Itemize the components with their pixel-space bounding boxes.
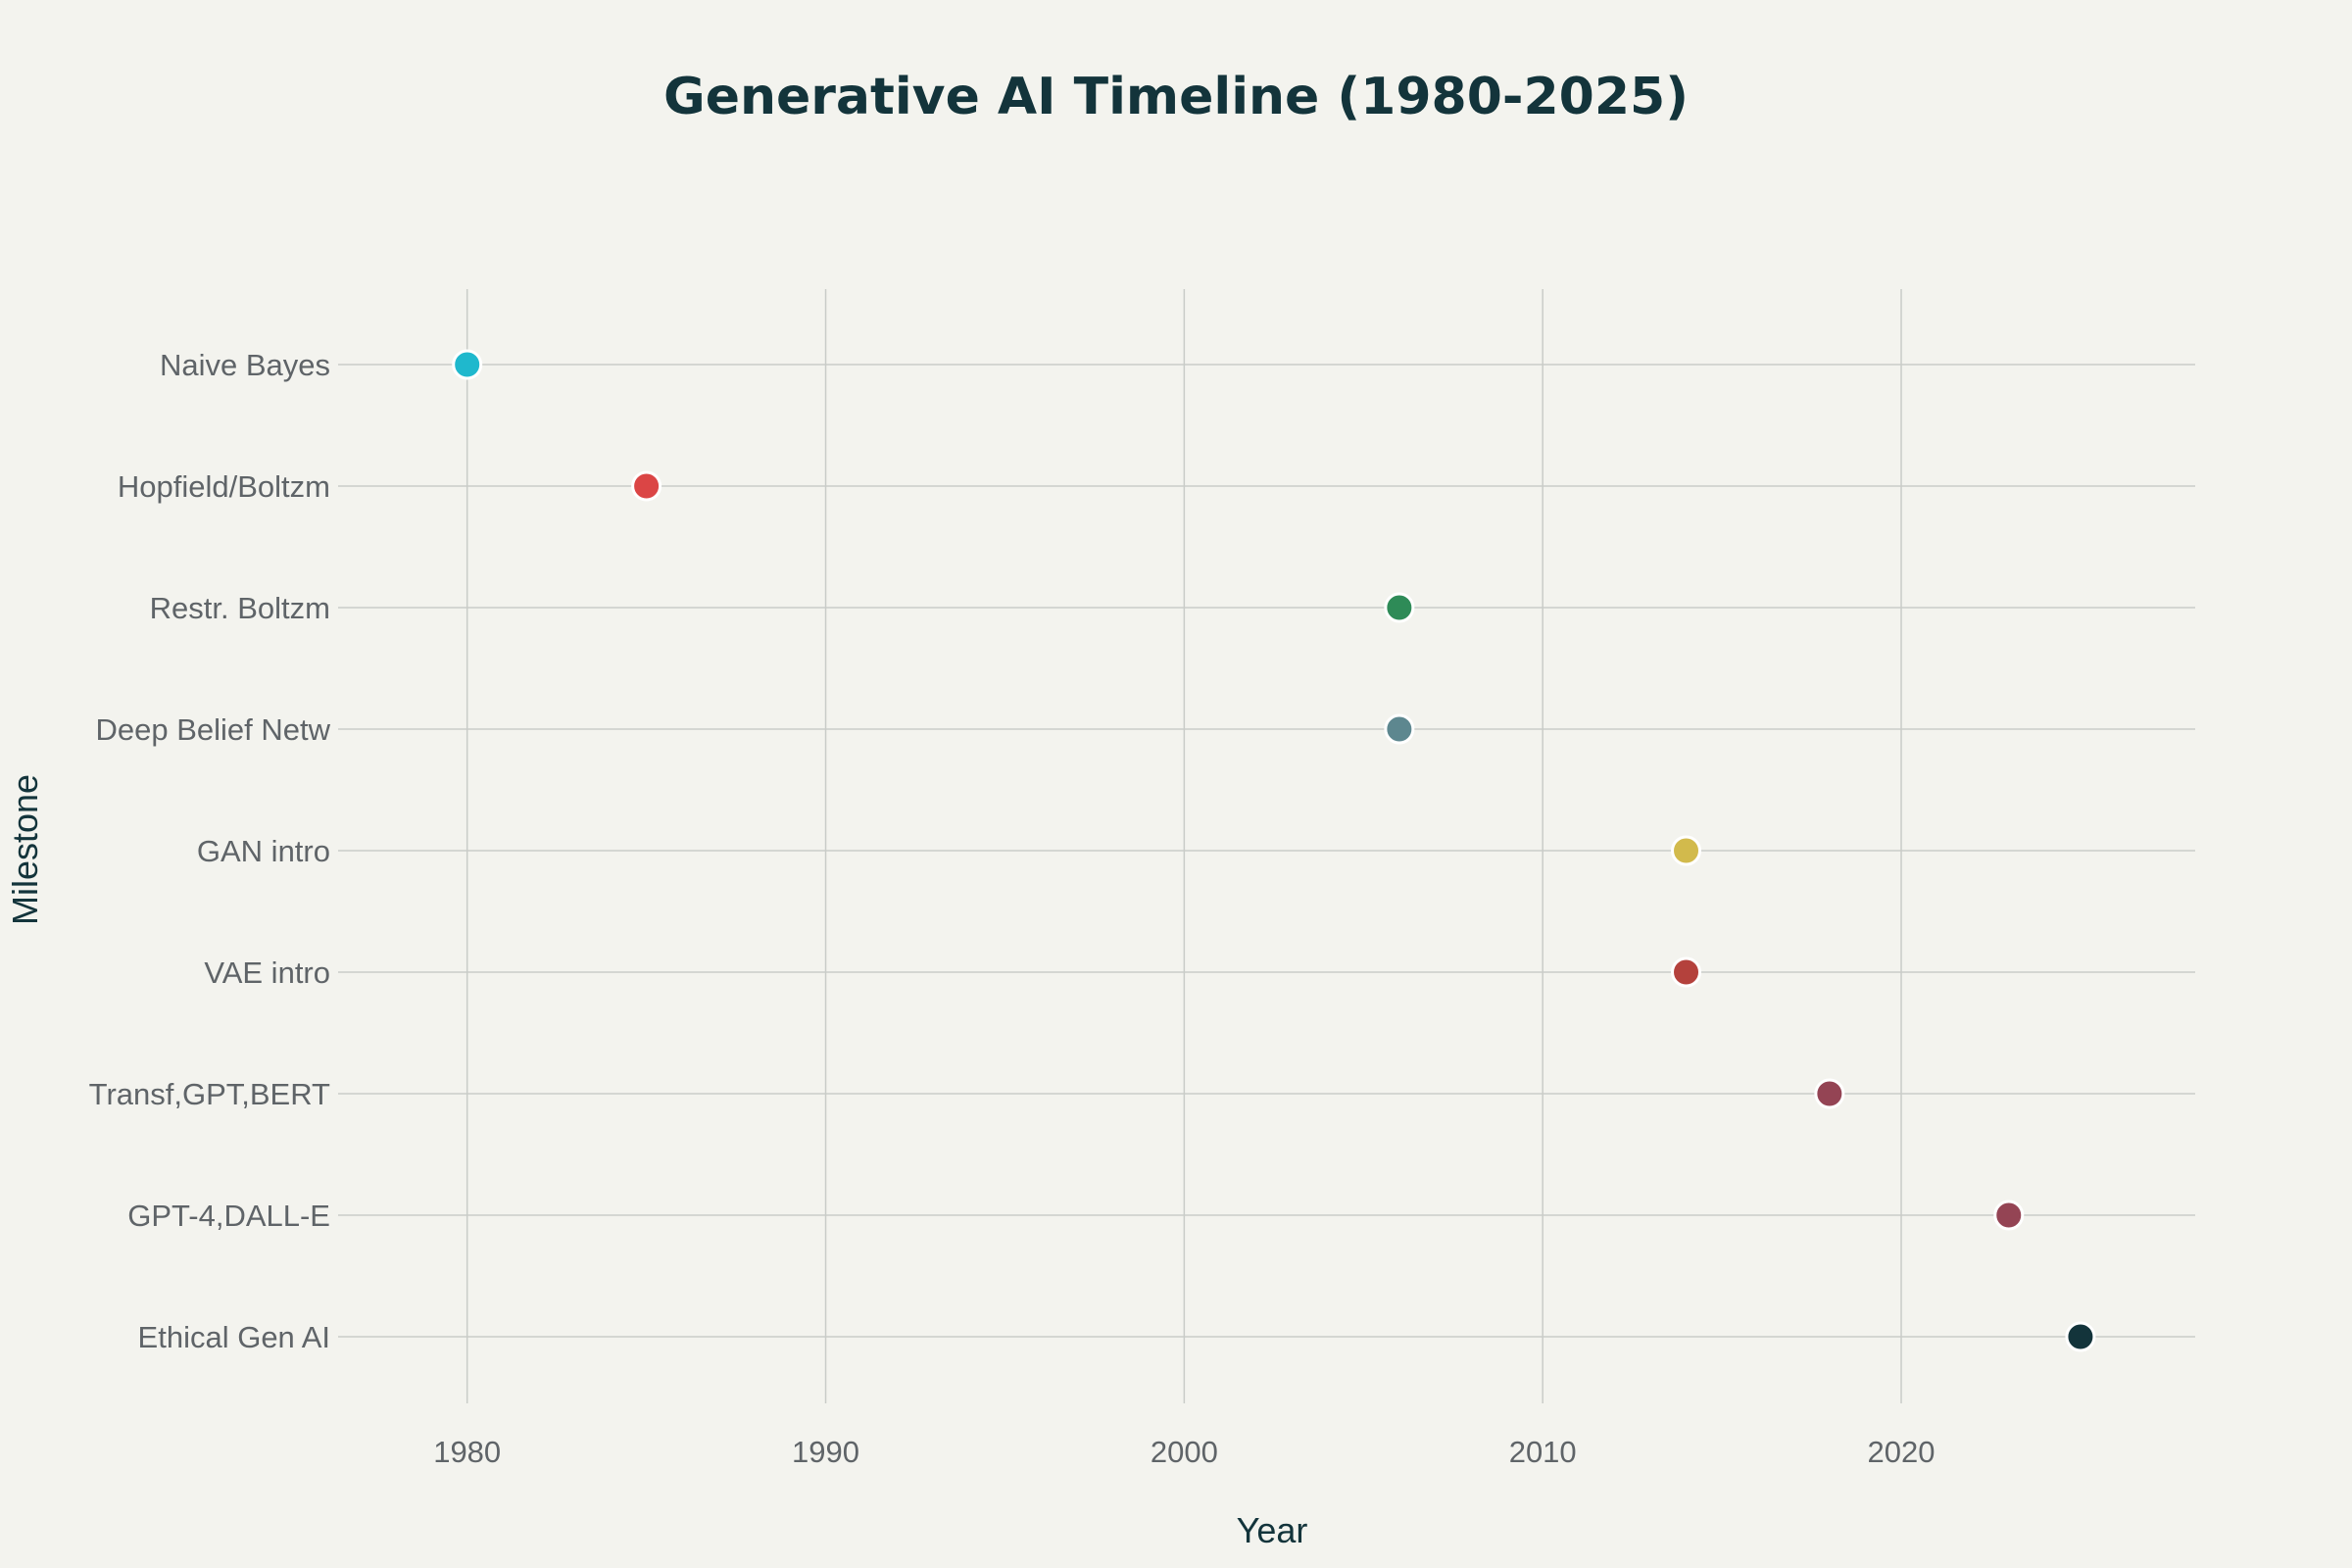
x-axis-ticks: 1980 1990 2000 2010 2020 — [433, 1435, 1935, 1469]
data-points — [452, 349, 2096, 1352]
chart-title: Generative AI Timeline (1980-2025) — [663, 68, 1689, 126]
grid — [338, 289, 2195, 1403]
y-tick-label: GAN intro — [197, 834, 330, 868]
y-tick-label: VAE intro — [204, 956, 330, 990]
x-tick-label: 1980 — [433, 1435, 501, 1469]
data-point — [452, 349, 483, 380]
data-point — [1671, 835, 1702, 866]
y-axis-ticks: Naive Bayes Hopfield/Boltzm Restr. Boltzm D… — [89, 348, 331, 1354]
y-tick-label: Naive Bayes — [160, 348, 330, 382]
y-tick-label: GPT-4,DALL-E — [127, 1199, 330, 1233]
y-tick-label: Deep Belief Netw — [95, 712, 330, 747]
data-point — [631, 470, 662, 502]
x-tick-label: 2020 — [1868, 1435, 1936, 1469]
y-tick-label: Hopfield/Boltzm — [118, 469, 330, 504]
data-point — [2065, 1321, 2096, 1352]
data-point — [1384, 713, 1415, 745]
y-tick-label: Restr. Boltzm — [150, 591, 330, 625]
x-tick-label: 2000 — [1151, 1435, 1218, 1469]
x-axis-title: Year — [1237, 1510, 1308, 1550]
x-tick-label: 1990 — [792, 1435, 859, 1469]
y-tick-label: Ethical Gen AI — [138, 1320, 330, 1354]
data-point — [1384, 592, 1415, 623]
data-point — [1993, 1200, 2025, 1231]
data-point — [1671, 956, 1702, 988]
data-point — [1814, 1078, 1845, 1109]
y-tick-label: Transf,GPT,BERT — [89, 1077, 330, 1111]
x-tick-label: 2010 — [1509, 1435, 1577, 1469]
y-axis-title: Milestone — [5, 774, 45, 925]
